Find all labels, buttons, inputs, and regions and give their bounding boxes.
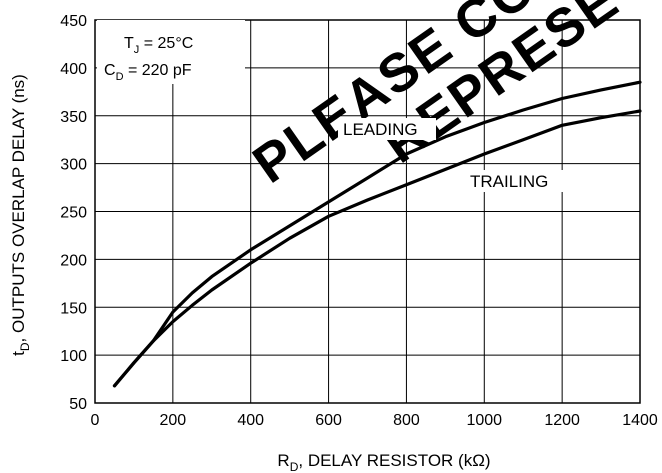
x-tick-label: 800 — [393, 412, 420, 429]
y-tick-label: 350 — [60, 109, 87, 126]
x-tick-label: 1000 — [466, 412, 502, 429]
tick-labels: 0 200 400 600 800 1000 1200 1400 50 100 150 200 250 3… — [60, 13, 658, 429]
y-tick-label: 200 — [60, 252, 87, 269]
leading-label-bg — [338, 118, 436, 140]
y-tick-label: 250 — [60, 205, 87, 222]
annotation-box — [97, 20, 245, 84]
trailing-label-bg — [466, 170, 574, 192]
x-tick-label: 200 — [160, 412, 187, 429]
x-tick-label: 1400 — [622, 412, 658, 429]
plot-frame — [94, 19, 641, 404]
y-tick-label: 300 — [60, 157, 87, 174]
y-tick-label: 50 — [69, 396, 87, 413]
x-tick-label: 0 — [91, 412, 100, 429]
series-line-leading — [112, 80, 642, 388]
x-tick-label: 400 — [237, 412, 264, 429]
grid — [94, 19, 641, 404]
series-label-trailing: TRAILING — [470, 172, 548, 191]
x-tick-label: 600 — [315, 412, 342, 429]
series-line-trailing — [112, 109, 642, 388]
series-label-leading: LEADING — [343, 120, 418, 139]
y-tick-label: 400 — [60, 61, 87, 78]
y-tick-label: 100 — [60, 348, 87, 365]
x-axis-title: RD, DELAY RESISTOR (kΩ) — [277, 451, 490, 473]
x-tick-label: 1200 — [544, 412, 580, 429]
annotation-tj: TJ = 25°C — [124, 35, 193, 56]
y-axis-title: tD, OUTPUTS OVERLAP DELAY (ns) — [9, 74, 32, 356]
annotation-cd: CD = 220 pF — [104, 62, 192, 83]
y-tick-label: 150 — [60, 300, 87, 317]
y-tick-label: 450 — [60, 13, 87, 30]
series — [112, 80, 642, 388]
